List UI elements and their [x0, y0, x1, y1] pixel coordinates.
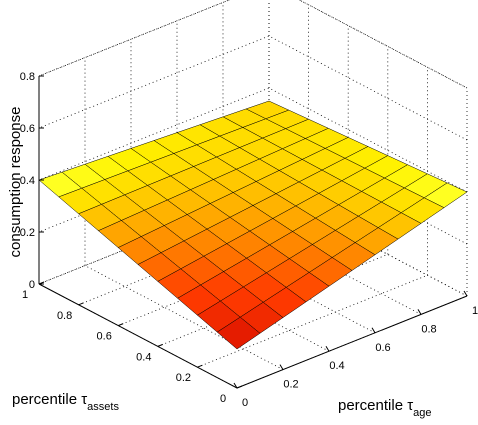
y-tick	[78, 302, 84, 306]
z-axis-label: consumption response	[7, 107, 24, 258]
x-tick-label: 0.2	[283, 379, 298, 391]
x-tick-label: 0.6	[375, 342, 390, 354]
x-tick	[463, 290, 468, 297]
x-tick	[279, 364, 284, 370]
y-axis-label-symbol: τ	[81, 391, 87, 408]
y-tick-label: 0.6	[97, 331, 112, 343]
y-tick	[197, 364, 203, 368]
z-gridline	[38, 35, 468, 141]
x-tick	[325, 345, 330, 352]
x-tick	[417, 309, 422, 315]
y-tick	[157, 343, 163, 347]
y-tick	[236, 385, 243, 389]
x-axis-label-prefix: percentile	[338, 397, 407, 414]
surface-patch	[216, 316, 261, 350]
y-axis-label: percentile τassets	[12, 391, 119, 413]
y-tick-label: 0.2	[176, 372, 191, 384]
x-tick-label: 1	[472, 305, 478, 317]
axes-box	[38, 75, 468, 389]
tick-labels: 00.20.40.60.800.20.40.60.8100.20.40.60.8…	[20, 71, 478, 409]
z-tick-label: 0.4	[20, 175, 35, 187]
z-tick-label: 0.6	[20, 123, 35, 135]
z-tick-label: 0.8	[20, 71, 35, 83]
x-axis-line	[236, 295, 468, 389]
y-axis-label-prefix: percentile	[12, 391, 81, 408]
x-tick	[233, 382, 238, 389]
y-tick-label: 0.4	[136, 351, 151, 363]
y-tick-label: 0	[220, 393, 226, 405]
x-axis-label-symbol: τ	[407, 397, 413, 414]
x-tick-label: 0	[242, 397, 248, 409]
z-gridline	[38, 191, 468, 297]
z-gridline	[38, 0, 468, 89]
x-axis-label: percentile τage	[338, 397, 432, 419]
x-tick-label: 0.8	[421, 323, 436, 335]
y-tick-label: 1	[22, 289, 28, 301]
x-axis-label-subscript: age	[413, 407, 431, 419]
y-axis-label-subscript: assets	[87, 401, 119, 413]
y-tick	[118, 323, 124, 327]
y-axis-line	[38, 283, 238, 389]
surface-mesh	[38, 100, 468, 350]
x-tick-label: 0.4	[329, 360, 344, 372]
top-back-edge	[38, 0, 468, 89]
y-tick	[38, 281, 45, 285]
z-gridline	[38, 87, 468, 193]
z-tick-label: 0	[29, 279, 35, 291]
x-tick	[371, 327, 376, 334]
y-tick-label: 0.8	[57, 310, 72, 322]
z-tick-label: 0.2	[20, 227, 35, 239]
